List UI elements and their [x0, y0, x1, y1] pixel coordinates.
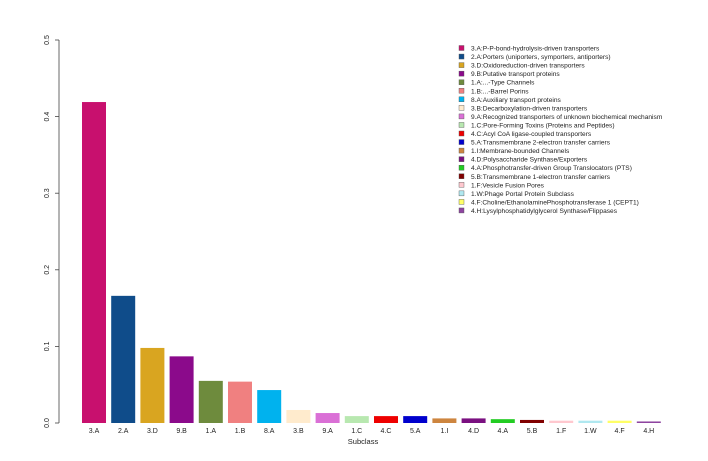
- legend-swatch: [458, 173, 465, 179]
- bar-1.A: [198, 380, 223, 423]
- x-tick-label: 3.B: [293, 428, 304, 435]
- legend-entry: 1.A:...-Type Channels: [471, 80, 535, 87]
- legend-entry: 3.B:Decarboxylation-driven transporters: [471, 105, 588, 112]
- x-tick-label: 1.A: [206, 428, 217, 435]
- y-tick-label: 0.3: [44, 188, 51, 198]
- bar-2.A: [111, 295, 136, 423]
- legend-swatch: [458, 156, 465, 162]
- x-tick-label: 1.B: [235, 428, 246, 435]
- legend-swatch: [458, 88, 465, 94]
- x-tick-label: 3.A: [89, 428, 100, 435]
- x-tick-label: 1.I: [441, 428, 449, 435]
- legend-entry: 1.F:Vesicle Fusion Pores: [471, 182, 545, 189]
- x-tick-label: 5.A: [410, 428, 421, 435]
- bar-9.A: [315, 413, 340, 423]
- bar-3.B: [286, 409, 311, 423]
- x-tick-label: 4.H: [643, 428, 654, 435]
- bar-4.H: [636, 421, 661, 423]
- x-tick-label: 4.A: [498, 428, 509, 435]
- legend-swatch: [458, 105, 465, 111]
- legend-entry: 5.A:Transmembrane 2-electron transfer ca…: [471, 140, 611, 147]
- x-tick-label: 9.B: [176, 428, 187, 435]
- bar-1.C: [344, 416, 369, 423]
- y-axis: 0.0 0.1 0.2 0.3 0.4 0.5: [44, 35, 60, 428]
- x-tick-label: 1.F: [556, 428, 566, 435]
- legend-swatch: [458, 45, 465, 51]
- x-tick-label: 1.W: [584, 428, 597, 435]
- y-tick-label: 0.5: [44, 35, 51, 45]
- legend-entry: 4.F:Choline/EthanolaminePhosphotransfera…: [471, 199, 639, 206]
- legend-entry: 4.A:Phosphotransfer-driven Group Translo…: [471, 165, 632, 172]
- x-tick-label: 9.A: [322, 428, 333, 435]
- bar-1.I: [432, 418, 457, 423]
- x-tick-label: 8.A: [264, 428, 275, 435]
- bar-5.A: [403, 416, 428, 423]
- bar-1.B: [228, 381, 252, 423]
- x-tick-label: 4.D: [468, 428, 479, 435]
- bar-8.A: [257, 390, 282, 423]
- legend-swatch: [458, 113, 465, 120]
- x-tick-label: 4.C: [381, 428, 392, 435]
- y-tick-label: 0.1: [44, 341, 51, 351]
- x-tick-label: 2.A: [118, 428, 129, 435]
- bar-1.F: [549, 420, 574, 423]
- legend-entry: 9.A:Recognized transporters of unknown b…: [471, 114, 663, 121]
- legend-entry: 5.B:Transmembrane 1-electron transfer ca…: [471, 174, 611, 181]
- bar-4.D: [461, 418, 486, 423]
- legend-entry: 4.C:Acyl CoA ligase-coupled transporters: [471, 131, 592, 138]
- bar-9.B: [169, 356, 194, 423]
- legend-swatch: [458, 70, 465, 77]
- legend-entry: 2.A:Porters (uniporters, symporters, ant…: [471, 54, 611, 61]
- legend: 3.A:P-P-bond-hydrolysis-driven transport…: [458, 45, 663, 215]
- legend-entry: 4.H:Lysylphosphatidylglycerol Synthase/F…: [471, 208, 618, 215]
- legend-swatch: [458, 199, 465, 205]
- bar-1.W: [578, 420, 603, 423]
- legend-swatch: [458, 53, 465, 60]
- legend-entry: 1.W:Phage Portal Protein Subclass: [471, 191, 575, 198]
- y-tick-label: 0.2: [44, 265, 51, 275]
- x-tick-label: 5.B: [527, 428, 538, 435]
- legend-swatch: [458, 147, 465, 154]
- legend-entry: 1.C:Pore-Forming Toxins (Proteins and Pe…: [471, 122, 615, 129]
- legend-entry: 8.A:Auxiliary transport proteins: [471, 97, 561, 104]
- bar-4.C: [374, 416, 398, 423]
- bar-4.F: [607, 420, 632, 423]
- bar-3.D: [140, 347, 165, 423]
- legend-swatch: [458, 207, 465, 214]
- x-tick-labels: 3.A 2.A 3.D 9.B 1.A 1.B 8.A 3.B 9.A 1.C 4.C 5.A 1.I 4…: [89, 428, 655, 435]
- legend-swatch: [458, 62, 465, 68]
- x-tick-label: 4.F: [615, 428, 625, 435]
- legend-swatch: [458, 182, 465, 188]
- legend-entry: 4.D:Polysaccharide Synthase/Exporters: [471, 157, 588, 164]
- bar-5.B: [520, 419, 544, 423]
- bar-3.A: [82, 102, 106, 424]
- legend-swatch: [458, 96, 465, 103]
- y-tick-label: 0.4: [44, 112, 51, 122]
- y-tick-label: 0.0: [44, 418, 51, 428]
- legend-swatch: [458, 190, 465, 197]
- legend-entry: 9.B:Putative transport proteins: [471, 71, 560, 78]
- legend-swatch: [458, 139, 465, 145]
- legend-entry: 3.D:Oxidoreduction-driven transporters: [471, 63, 585, 70]
- legend-swatch: [458, 79, 465, 85]
- legend-entry: 1.I:Membrane-bounded Channels: [471, 148, 570, 155]
- bars: [82, 102, 661, 424]
- legend-swatch: [458, 122, 465, 128]
- legend-swatch: [458, 130, 465, 137]
- legend-swatch: [458, 164, 465, 171]
- legend-entry: 1.B:...-Barrel Porins: [471, 88, 529, 95]
- x-axis-label: Subclass: [348, 437, 379, 446]
- x-tick-label: 3.D: [147, 428, 158, 435]
- x-tick-label: 1.C: [351, 428, 362, 435]
- legend-entry: 3.A:P-P-bond-hydrolysis-driven transport…: [471, 46, 600, 53]
- bar-4.A: [490, 419, 515, 423]
